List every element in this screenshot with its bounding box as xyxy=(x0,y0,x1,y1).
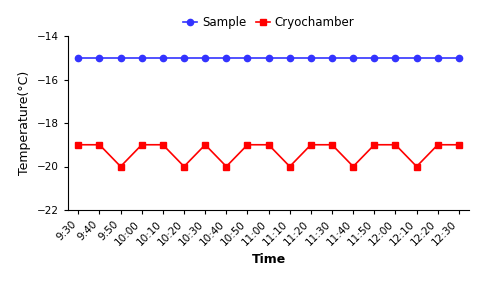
Legend: Sample, Cryochamber: Sample, Cryochamber xyxy=(183,16,354,29)
Cryochamber xyxy=(160,143,166,146)
Cryochamber xyxy=(393,143,398,146)
Cryochamber xyxy=(181,165,187,168)
Cryochamber xyxy=(118,165,123,168)
Sample xyxy=(224,56,229,59)
Sample xyxy=(76,56,81,59)
Sample xyxy=(181,56,187,59)
Sample xyxy=(329,56,335,59)
Cryochamber xyxy=(329,143,335,146)
Sample xyxy=(414,56,420,59)
Sample xyxy=(456,56,462,59)
X-axis label: Time: Time xyxy=(252,253,286,266)
Sample xyxy=(371,56,377,59)
Sample xyxy=(160,56,166,59)
Cryochamber xyxy=(456,143,462,146)
Sample xyxy=(139,56,145,59)
Cryochamber xyxy=(224,165,229,168)
Sample xyxy=(287,56,293,59)
Cryochamber xyxy=(139,143,145,146)
Cryochamber xyxy=(414,165,420,168)
Line: Sample: Sample xyxy=(75,55,462,61)
Cryochamber xyxy=(266,143,272,146)
Cryochamber xyxy=(97,143,103,146)
Cryochamber xyxy=(371,143,377,146)
Cryochamber xyxy=(308,143,314,146)
Sample xyxy=(308,56,314,59)
Line: Cryochamber: Cryochamber xyxy=(75,142,462,170)
Cryochamber xyxy=(350,165,356,168)
Sample xyxy=(118,56,123,59)
Sample xyxy=(202,56,208,59)
Cryochamber xyxy=(435,143,440,146)
Cryochamber xyxy=(244,143,250,146)
Sample xyxy=(97,56,103,59)
Y-axis label: Temperature(°C): Temperature(°C) xyxy=(18,71,31,175)
Cryochamber xyxy=(202,143,208,146)
Sample xyxy=(244,56,250,59)
Cryochamber xyxy=(76,143,81,146)
Sample xyxy=(393,56,398,59)
Sample xyxy=(435,56,440,59)
Cryochamber xyxy=(287,165,293,168)
Sample xyxy=(266,56,272,59)
Sample xyxy=(350,56,356,59)
